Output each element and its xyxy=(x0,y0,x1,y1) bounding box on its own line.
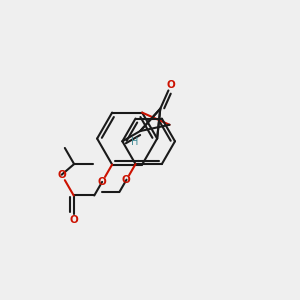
Text: O: O xyxy=(167,80,176,90)
Text: H: H xyxy=(131,137,139,147)
Text: O: O xyxy=(98,177,106,188)
Text: O: O xyxy=(122,175,130,185)
Text: O: O xyxy=(57,170,66,180)
Text: O: O xyxy=(69,215,78,225)
